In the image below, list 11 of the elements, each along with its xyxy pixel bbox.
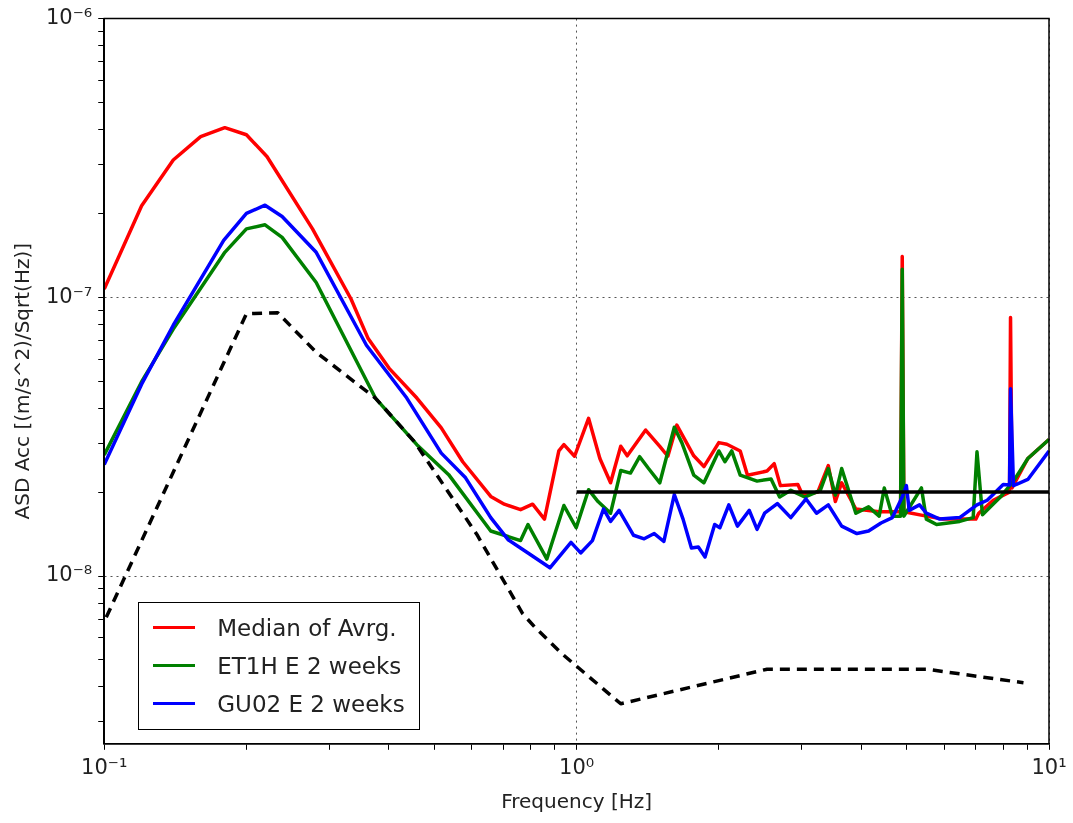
y-tick-label: 10⁻⁶ [45,5,93,30]
x-axis-title: Frequency [Hz] [501,789,653,814]
x-tick-label: 10¹ [1031,754,1067,779]
x-tick-label: 10⁰ [559,754,595,779]
y-axis-title: ASD Acc [(m/s^2)/Sqrt(Hz)] [10,242,35,520]
legend-label: Median of Avrg. [217,614,397,641]
y-tick-label: 10⁻⁷ [45,283,93,308]
x-tick-label: 10⁻¹ [81,754,128,779]
y-tick-label: 10⁻⁸ [45,562,93,587]
legend-label: ET1H E 2 weeks [217,652,402,679]
legend-label: GU02 E 2 weeks [217,690,405,717]
